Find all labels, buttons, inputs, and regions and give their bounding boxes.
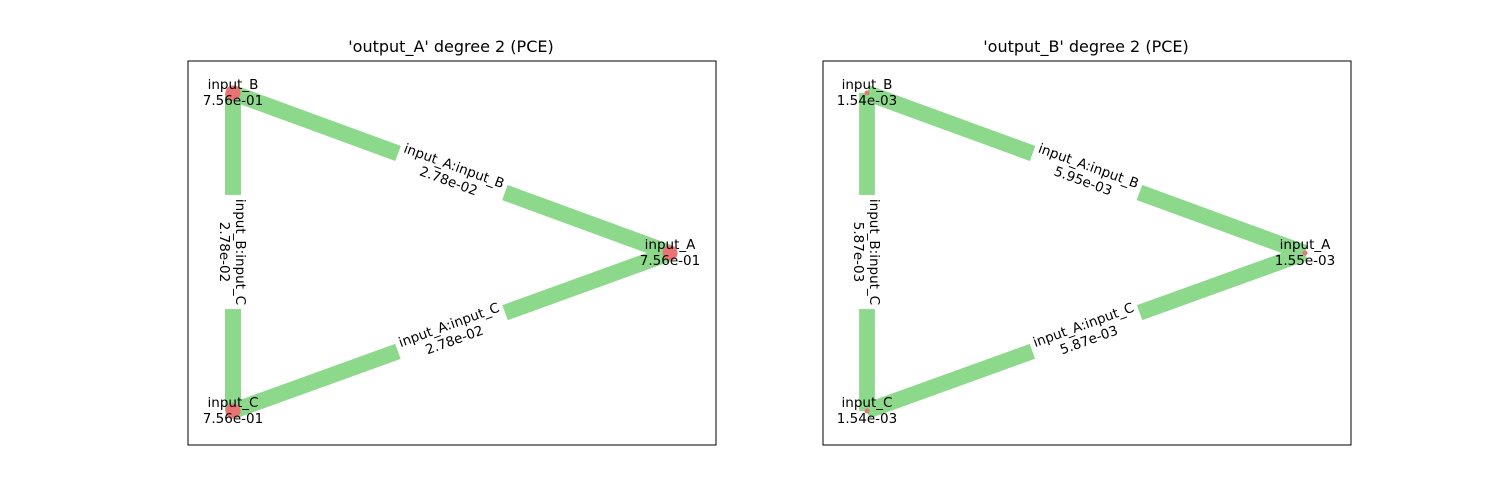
edge-label: input_A:input_B2.78e-02 xyxy=(391,137,511,211)
node-label-name: input_A xyxy=(1280,237,1331,253)
edge-layer xyxy=(225,85,673,419)
edge-label-background xyxy=(214,194,250,310)
edge-label-background xyxy=(391,137,511,211)
edge-label-layer: input_B:input_C5.87e-03 input_A:input_B5.… xyxy=(848,137,1147,370)
node-label-name: input_A xyxy=(645,237,696,253)
node-label-value: 7.56e-01 xyxy=(203,411,263,427)
node-input-b xyxy=(864,90,870,96)
node-input-c xyxy=(225,403,241,419)
node-input-b xyxy=(225,85,241,101)
node-layer xyxy=(864,90,1308,414)
node-label-value: 1.54e-03 xyxy=(837,93,897,109)
node-input-a xyxy=(662,245,678,261)
node-label-layer: input_B1.54e-03input_A1.55e-03input_C1.5… xyxy=(837,77,1335,427)
node-label-value: 7.56e-01 xyxy=(640,253,700,269)
node-layer xyxy=(225,85,678,419)
edge-label-value: 5.87e-03 xyxy=(850,222,866,282)
edge-label-value: 2.78e-02 xyxy=(216,222,232,282)
node-input-c xyxy=(864,408,870,414)
node-label-name: input_C xyxy=(208,395,259,411)
panel-output-a: 'output_A' degree 2 (PCE) input_B:input_… xyxy=(187,37,717,446)
edge-label: input_A:input_C2.78e-02 xyxy=(392,296,512,370)
panel-output-b: 'output_B' degree 2 (PCE) input_B:input_… xyxy=(822,37,1352,446)
node-label-name: input_B xyxy=(842,77,893,93)
edge-label-background xyxy=(1026,296,1147,370)
edge-label-background xyxy=(392,296,512,370)
edge-label: input_A:input_B5.95e-03 xyxy=(1026,137,1146,211)
edge-layer xyxy=(859,85,1308,419)
panel-frame xyxy=(822,60,1352,446)
edge-label-background xyxy=(1026,137,1146,211)
edge-label-background xyxy=(848,194,884,310)
node-label-name: input_B xyxy=(208,77,259,93)
node-input-a xyxy=(1302,250,1308,256)
node-label-value: 1.54e-03 xyxy=(837,411,897,427)
node-label-layer: input_B7.56e-01input_A7.56e-01input_C7.5… xyxy=(203,77,700,427)
panel-title: 'output_A' degree 2 (PCE) xyxy=(348,37,553,57)
edge-label-layer: input_B:input_C2.78e-02 input_A:input_B2.… xyxy=(214,137,512,370)
edge-label: input_B:input_C5.87e-03 xyxy=(848,194,884,310)
node-label-value: 1.55e-03 xyxy=(1275,253,1335,269)
node-label-name: input_C xyxy=(842,395,893,411)
edge-label-name: input_B:input_C xyxy=(232,199,248,305)
edge-label: input_B:input_C2.78e-02 xyxy=(214,194,250,310)
edge-label: input_A:input_C5.87e-03 xyxy=(1026,296,1147,370)
panel-frame xyxy=(187,60,717,446)
panel-title: 'output_B' degree 2 (PCE) xyxy=(983,37,1188,57)
node-label-value: 7.56e-01 xyxy=(203,93,263,109)
edge-label-name: input_B:input_C xyxy=(866,199,882,305)
